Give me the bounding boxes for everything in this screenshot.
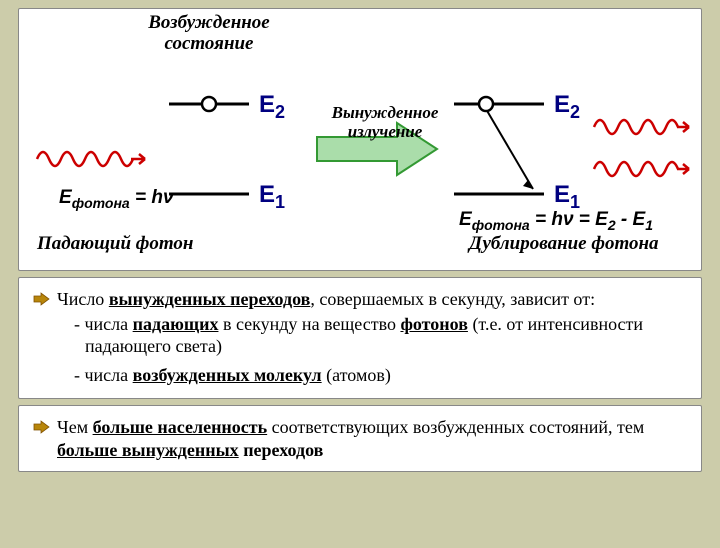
formula-left: Eфотона = hν — [59, 187, 174, 211]
block1-item1: - числа падающих в секунду на вещество ф… — [85, 313, 687, 358]
block1-text: Число вынужденных переходов, совершаемых… — [57, 288, 687, 386]
caption-incident: Падающий фотон — [37, 233, 193, 255]
block2-text: Чем больше населенность соответствующих … — [57, 416, 687, 461]
block1-item2: - числа возбужденных молекул (атомов) — [85, 364, 687, 387]
outgoing-bottom-arrow — [677, 164, 689, 174]
incoming-photon-arrow — [131, 154, 145, 164]
right-e1-label: E1 — [554, 181, 580, 212]
diagram-panel: Возбужденное состояние E2 E1 E2 E1 Вынуж… — [18, 8, 702, 271]
left-electron — [202, 97, 216, 111]
right-electron — [479, 97, 493, 111]
bullet-arrow-icon — [33, 292, 51, 306]
excited-line1: Возбужденное состояние — [148, 12, 270, 54]
right-e2-label: E2 — [554, 91, 580, 122]
stimulated-emission-title: Вынужденное излучение — [305, 104, 465, 141]
text-block-2: Чем больше населенность соответствующих … — [18, 405, 702, 472]
text-block-1: Число вынужденных переходов, совершаемых… — [18, 277, 702, 399]
outgoing-photon-bottom — [594, 162, 678, 176]
bullet-arrow-icon — [33, 420, 51, 434]
outgoing-top-arrow — [677, 122, 689, 132]
bullet-1: Число вынужденных переходов, совершаемых… — [33, 288, 687, 386]
transition-arrow-line — [486, 109, 533, 189]
incoming-photon-wave — [37, 152, 133, 166]
caption-doubling: Дублирование фотона — [469, 233, 659, 255]
outgoing-photon-top — [594, 120, 678, 134]
left-e2-label: E2 — [259, 91, 285, 122]
formula-right: Eфотона = hν = E2 - E1 — [459, 209, 653, 233]
bullet-2: Чем больше населенность соответствующих … — [33, 416, 687, 461]
left-e1-label: E1 — [259, 181, 285, 212]
